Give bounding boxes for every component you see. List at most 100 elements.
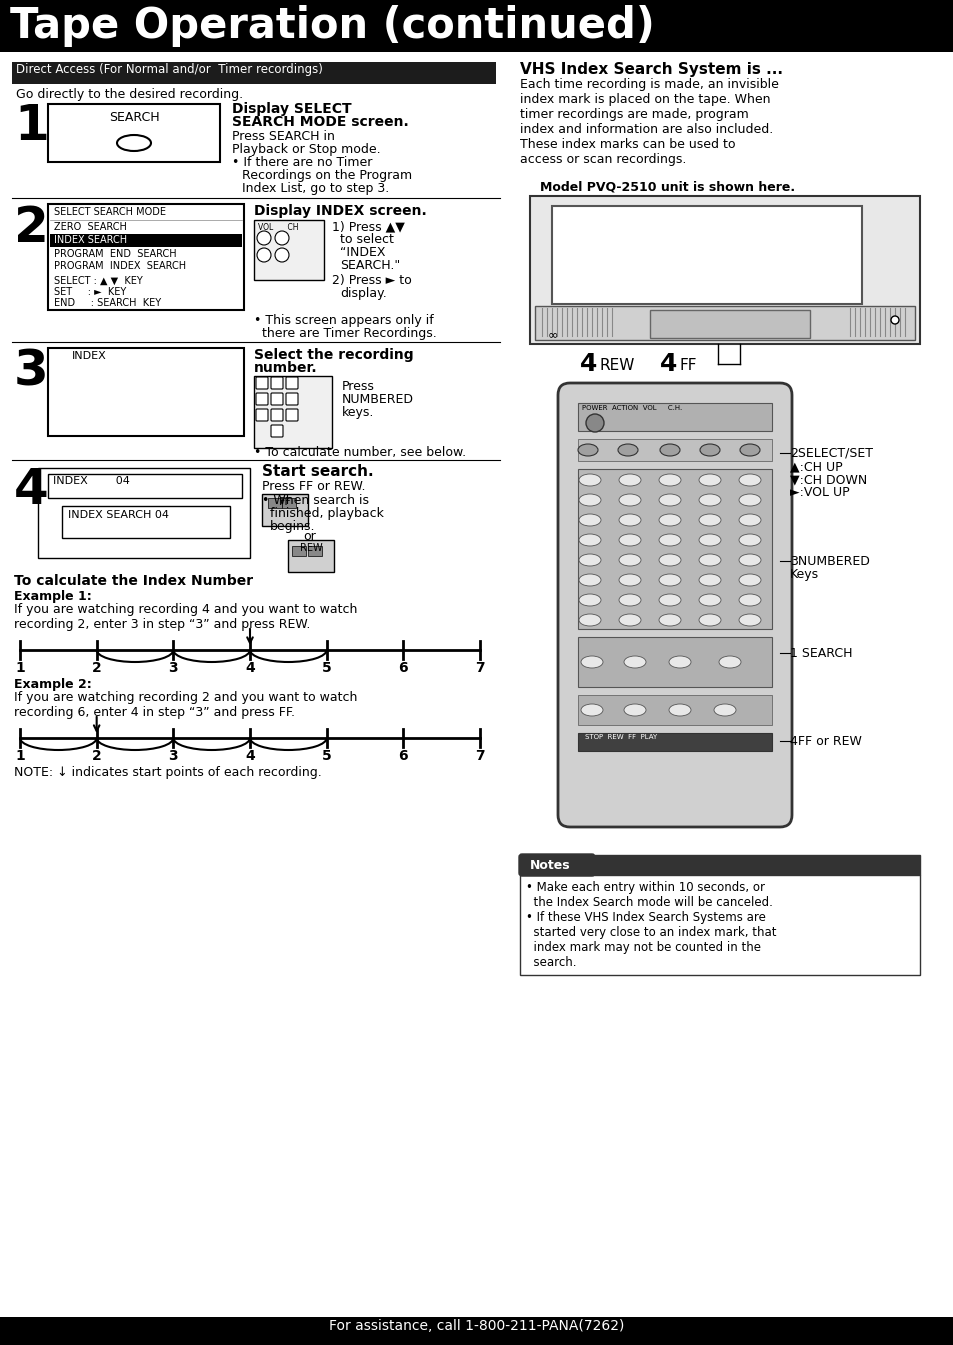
Text: POWER  ACTION  VOL     C.H.: POWER ACTION VOL C.H. — [581, 405, 681, 412]
Text: 4: 4 — [659, 352, 677, 377]
Text: INDEX SEARCH: INDEX SEARCH — [54, 235, 127, 245]
Text: finished, playback: finished, playback — [270, 507, 383, 521]
Bar — [38, 468, 250, 558]
Text: Go directly to the desired recording.: Go directly to the desired recording. — [16, 87, 243, 101]
Text: NOTE: ↓ indicates start points of each recording.: NOTE: ↓ indicates start points of each r… — [14, 767, 321, 779]
Text: to select: to select — [339, 233, 394, 246]
Text: display.: display. — [339, 286, 386, 300]
Text: 7: 7 — [475, 660, 484, 675]
Text: Notes: Notes — [530, 859, 570, 872]
Ellipse shape — [578, 444, 598, 456]
Text: 7: 7 — [475, 749, 484, 763]
Text: REW: REW — [299, 543, 322, 553]
Text: 4: 4 — [245, 749, 254, 763]
Text: • To calculate number, see below.: • To calculate number, see below. — [253, 447, 466, 459]
Ellipse shape — [578, 594, 600, 607]
Ellipse shape — [659, 473, 680, 486]
FancyBboxPatch shape — [271, 377, 283, 389]
Ellipse shape — [618, 615, 640, 625]
Text: PROGRAM  END  SEARCH: PROGRAM END SEARCH — [54, 249, 176, 260]
Text: Index List, go to step 3.: Index List, go to step 3. — [242, 182, 389, 195]
Text: 4: 4 — [14, 465, 49, 514]
Bar — [519, 876, 919, 975]
Text: FF: FF — [278, 498, 291, 507]
Text: INDEX SEARCH 04: INDEX SEARCH 04 — [68, 510, 169, 521]
Ellipse shape — [739, 514, 760, 526]
Text: number.: number. — [253, 360, 317, 375]
Ellipse shape — [578, 534, 600, 546]
Text: Example 1:: Example 1: — [14, 590, 91, 603]
FancyBboxPatch shape — [271, 425, 283, 437]
FancyBboxPatch shape — [271, 409, 283, 421]
Bar — [0, 0, 953, 52]
Bar — [48, 204, 244, 309]
Text: 1 SEARCH: 1 SEARCH — [789, 647, 852, 660]
Ellipse shape — [659, 574, 680, 586]
Text: 2: 2 — [91, 749, 101, 763]
Text: SEARCH.": SEARCH." — [339, 260, 400, 272]
Text: SELECT SEARCH MODE: SELECT SEARCH MODE — [54, 207, 166, 217]
Text: 4FF or REW: 4FF or REW — [789, 734, 861, 748]
Ellipse shape — [713, 703, 735, 716]
Text: SEARCH MODE screen.: SEARCH MODE screen. — [232, 116, 408, 129]
Text: Keys: Keys — [789, 568, 819, 581]
Ellipse shape — [578, 494, 600, 506]
Text: Press SEARCH in: Press SEARCH in — [232, 130, 335, 143]
Text: 3: 3 — [169, 660, 178, 675]
Text: 2: 2 — [14, 204, 49, 252]
Ellipse shape — [578, 574, 600, 586]
Ellipse shape — [739, 554, 760, 566]
Bar — [578, 638, 771, 687]
Text: FF: FF — [679, 358, 697, 373]
Text: 2) Press ► to: 2) Press ► to — [332, 274, 412, 286]
FancyBboxPatch shape — [255, 393, 268, 405]
Ellipse shape — [739, 574, 760, 586]
Text: VHS Index Search System is ...: VHS Index Search System is ... — [519, 62, 782, 77]
Ellipse shape — [580, 656, 602, 668]
Ellipse shape — [739, 615, 760, 625]
Text: • This screen appears only if: • This screen appears only if — [253, 313, 434, 327]
Bar — [649, 309, 809, 338]
Text: REW: REW — [599, 358, 635, 373]
Text: ∞: ∞ — [547, 328, 558, 342]
Text: END     : SEARCH  KEY: END : SEARCH KEY — [54, 299, 161, 308]
Bar — [62, 506, 230, 538]
FancyBboxPatch shape — [286, 409, 297, 421]
Bar — [253, 377, 332, 448]
Ellipse shape — [699, 473, 720, 486]
Text: Model PVQ-2510 unit is shown here.: Model PVQ-2510 unit is shown here. — [539, 180, 794, 192]
Ellipse shape — [580, 703, 602, 716]
Ellipse shape — [699, 594, 720, 607]
Text: 3: 3 — [169, 749, 178, 763]
Ellipse shape — [699, 574, 720, 586]
Text: 1: 1 — [15, 749, 25, 763]
Bar — [0, 1317, 953, 1345]
Text: SEARCH: SEARCH — [109, 112, 159, 124]
Ellipse shape — [719, 656, 740, 668]
Ellipse shape — [578, 554, 600, 566]
Text: For assistance, call 1-800-211-PANA(7262): For assistance, call 1-800-211-PANA(7262… — [329, 1319, 624, 1333]
Text: If you are watching recording 2 and you want to watch
recording 6, enter 4 in st: If you are watching recording 2 and you … — [14, 691, 357, 720]
Ellipse shape — [699, 554, 720, 566]
Text: ▼:CH DOWN: ▼:CH DOWN — [789, 473, 866, 486]
Circle shape — [274, 231, 289, 245]
Text: 6: 6 — [398, 660, 408, 675]
Text: • If there are no Timer: • If there are no Timer — [232, 156, 372, 169]
Text: Each time recording is made, an invisible
index mark is placed on the tape. When: Each time recording is made, an invisibl… — [519, 78, 778, 165]
Text: Select the recording: Select the recording — [253, 348, 414, 362]
Ellipse shape — [659, 444, 679, 456]
Bar — [292, 546, 306, 555]
Ellipse shape — [659, 615, 680, 625]
Text: begins.: begins. — [270, 521, 315, 533]
Circle shape — [890, 316, 898, 324]
Text: 4: 4 — [579, 352, 597, 377]
Text: Display INDEX screen.: Display INDEX screen. — [253, 204, 426, 218]
FancyBboxPatch shape — [286, 393, 297, 405]
FancyBboxPatch shape — [558, 383, 791, 827]
Ellipse shape — [618, 444, 638, 456]
Text: 1) Press ▲▼: 1) Press ▲▼ — [332, 221, 404, 233]
Text: “INDEX: “INDEX — [339, 246, 385, 260]
Ellipse shape — [739, 594, 760, 607]
Circle shape — [256, 247, 271, 262]
Bar — [519, 855, 919, 876]
